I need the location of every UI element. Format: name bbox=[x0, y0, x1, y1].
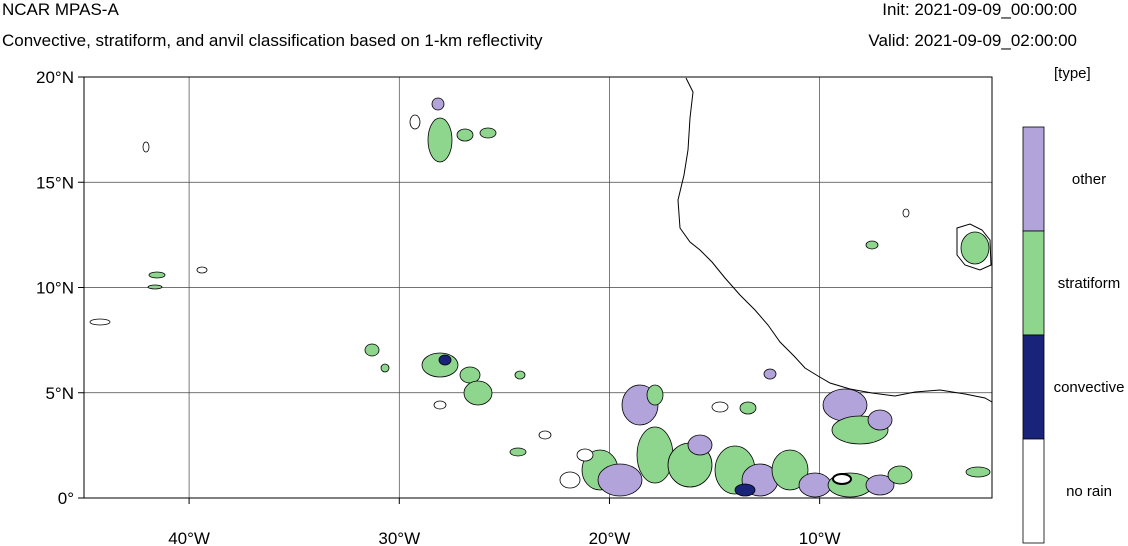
legend-label: stratiform bbox=[1058, 275, 1121, 292]
rain-cell bbox=[89, 318, 111, 326]
rain-cell bbox=[421, 352, 459, 378]
rain-cell bbox=[364, 343, 380, 357]
rain-cell bbox=[865, 240, 879, 250]
rain-cell bbox=[739, 401, 757, 415]
lon-tick-label: 30°W bbox=[378, 529, 420, 546]
rain-cell bbox=[763, 368, 777, 380]
legend-swatch bbox=[1022, 126, 1045, 232]
rain-cell bbox=[636, 426, 674, 484]
rain-cell bbox=[832, 473, 852, 485]
rain-cell bbox=[887, 465, 913, 485]
lat-tick-label: 0° bbox=[58, 489, 74, 508]
rain-cell bbox=[463, 380, 493, 406]
lat-tick-label: 10°N bbox=[36, 279, 74, 298]
legend-label: convective bbox=[1054, 379, 1125, 396]
rain-cell bbox=[960, 231, 990, 265]
valid-time: Valid: 2021-09-09_02:00:00 bbox=[868, 31, 1077, 50]
legend-swatch bbox=[1022, 230, 1045, 336]
lon-tick-label: 40°W bbox=[168, 529, 210, 546]
rain-cell bbox=[867, 409, 893, 431]
rain-cell bbox=[559, 471, 581, 489]
rain-cell bbox=[734, 483, 756, 497]
legend-swatch bbox=[1022, 334, 1045, 440]
legend-swatch bbox=[1022, 438, 1045, 544]
rain-cell bbox=[687, 434, 713, 456]
lon-tick-label: 10°W bbox=[799, 529, 841, 546]
rain-cell bbox=[196, 266, 208, 274]
rain-cell bbox=[965, 466, 991, 478]
rain-cell bbox=[142, 141, 150, 153]
legend-label: no rain bbox=[1066, 483, 1112, 500]
rain-cell bbox=[711, 401, 729, 413]
rain-cell bbox=[459, 366, 481, 384]
rain-cell bbox=[433, 400, 447, 410]
rain-cell bbox=[431, 97, 445, 111]
lat-tick-label: 15°N bbox=[36, 173, 74, 192]
lat-tick-label: 20°N bbox=[36, 68, 74, 87]
rain-cell bbox=[646, 384, 664, 406]
rain-cell bbox=[514, 370, 526, 380]
legend-bar: other stratiform convective no rain bbox=[1022, 126, 1125, 544]
init-time: Init: 2021-09-09_00:00:00 bbox=[882, 0, 1077, 19]
rain-cell bbox=[147, 284, 163, 290]
rain-cell bbox=[427, 117, 453, 163]
coastline-island bbox=[956, 223, 992, 271]
rain-cell bbox=[509, 447, 527, 457]
map-title: NCAR MPAS-A bbox=[2, 0, 119, 19]
rain-cell bbox=[902, 208, 910, 218]
rain-cell bbox=[380, 363, 390, 373]
rain-cell bbox=[438, 354, 452, 366]
map-subtitle: Convective, stratiform, and anvil classi… bbox=[2, 31, 543, 50]
legend-units: [type] bbox=[1054, 65, 1091, 82]
rain-cell bbox=[538, 430, 552, 440]
rain-cell bbox=[456, 128, 474, 142]
lon-tick-label: 20°W bbox=[589, 529, 631, 546]
rain-cell bbox=[148, 271, 166, 279]
rain-cell bbox=[479, 127, 497, 139]
rain-cell bbox=[865, 474, 895, 496]
rain-cell bbox=[771, 449, 809, 491]
rain-cell bbox=[597, 463, 643, 497]
longitude-axis: 40°W 30°W 20°W 10°W bbox=[168, 498, 841, 546]
legend-label: other bbox=[1072, 171, 1106, 188]
lat-tick-label: 5°N bbox=[45, 384, 74, 403]
precipitation-map: 0° 5°N 10°N 15°N 20°N 40°W 30°W 20°W 10°W other… bbox=[36, 68, 1125, 546]
rain-cell bbox=[576, 448, 594, 462]
rain-cell bbox=[409, 114, 421, 130]
rain-cells bbox=[89, 97, 991, 498]
coastline bbox=[677, 77, 993, 403]
latitude-axis: 0° 5°N 10°N 15°N 20°N bbox=[36, 68, 84, 508]
rain-cell bbox=[798, 472, 832, 498]
